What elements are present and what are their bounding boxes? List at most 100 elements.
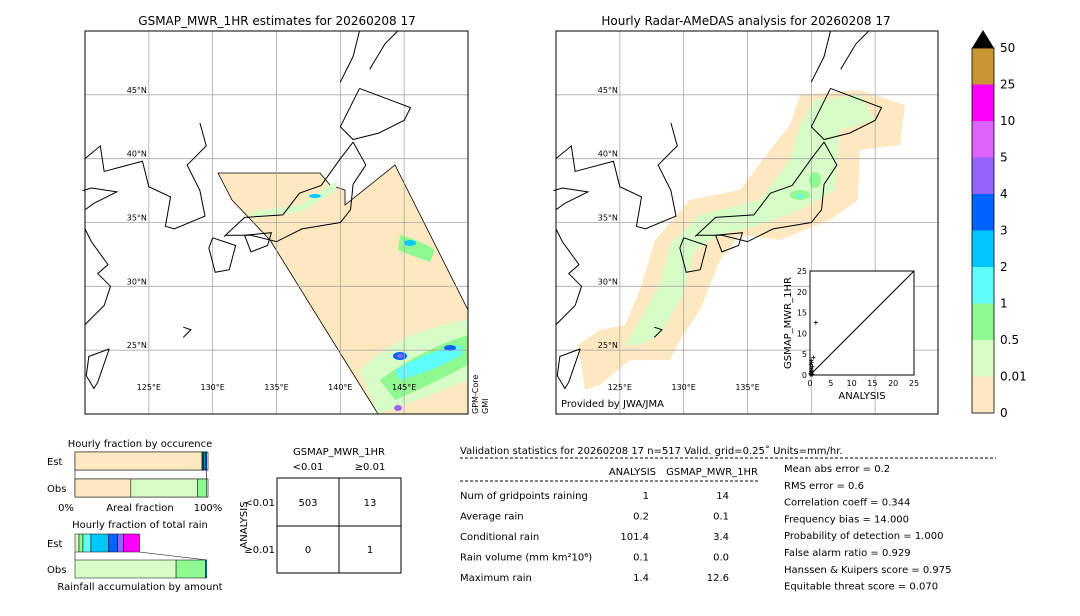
coastline [339,87,412,141]
lon-tick-label: 130°E [672,383,696,392]
stats-row-label: Average rain [460,512,524,523]
lat-tick-label: 35°N [598,214,618,223]
coastline [555,228,583,325]
bar-row-label: Est [47,539,63,550]
coastline [82,187,119,211]
cell-hit-none: 503 [298,498,317,509]
row-header-lt: <0.01 [244,498,275,509]
cell-hit: 1 [367,545,373,556]
coastline [223,141,367,243]
colorbar-segment [972,303,994,340]
stats-header: Validation statistics for 20260208 17 n=… [460,445,843,457]
coastline [84,228,112,325]
bar-segment [205,451,207,471]
bar-segment [74,478,132,498]
colorbar-label: 10 [1000,114,1015,128]
stats-analysis-value: 101.4 [620,532,649,543]
bar-row-label: Obs [47,565,66,576]
scatter-ytick: 0 [802,371,807,380]
coastline [653,326,663,338]
rain-fraction-chart: Hourly fraction of total rain Est Obs Rai… [47,520,223,593]
stats-gsmap-value: 0.1 [713,512,729,523]
colorbar-label: 4 [1000,187,1008,201]
stats-col-analysis: ANALYSIS [609,467,656,478]
bar-row-label: Obs [47,484,66,495]
bar-segment [74,533,80,553]
validation-stats: Validation statistics for 20260208 17 n=… [460,445,996,593]
radar-map-title: Hourly Radar-AMeDAS analysis for 2026020… [601,14,890,28]
row-header-ge: ≥0.01 [244,545,275,556]
colorbar-label: 3 [1000,224,1008,238]
bar-segment [90,533,109,553]
coastline [555,122,678,230]
score-line: Mean abs error = 0.2 [784,464,890,475]
cell-false-alarm: 13 [364,498,377,509]
colorbar-segment [972,194,994,231]
stats-analysis-value: 0.2 [633,512,649,523]
coastline [208,237,237,273]
lon-tick-label: 135°E [264,383,288,392]
radar-coastlines [553,30,883,390]
scatter-point [808,373,813,377]
stats-analysis-value: 1.4 [633,573,649,584]
coastline [694,141,838,243]
data-credit: Provided by JWA/JMA [561,399,664,410]
gsmap-gridlines: 125°E 130°E 135°E 140°E 145°E 45°N 40°N 35°N 30°… [85,31,468,414]
rain-fraction-title: Hourly fraction of total rain [72,520,208,531]
scatter-xtick: 0 [807,379,812,388]
coastline [553,187,590,211]
occurrence-title: Hourly fraction by occurence [68,439,212,450]
bar-segment [78,533,84,553]
coastline [244,232,273,253]
stats-gsmap-value: 12.6 [707,573,729,584]
colorbar-segment [972,121,994,158]
lat-tick-label: 45°N [598,86,618,95]
one-to-one-line [809,270,915,376]
gsmap-map-panel: GSMAP_MWR_1HR estimates for 20260208 17 … [82,14,490,415]
scatter-point [809,366,814,371]
scatter-point [809,358,814,363]
lon-tick-label: 145°E [392,383,416,392]
colorbar-label: 50 [1000,41,1015,55]
coastline [182,326,192,338]
col-header-lt: <0.01 [293,462,324,473]
gsmap-coastlines [82,30,412,390]
coastline [556,348,581,390]
coastline [810,87,883,141]
score-line: Correlation coeff = 0.344 [784,498,910,509]
lon-tick-label: 130°E [201,383,225,392]
bar-segment [197,478,207,498]
scatter-inset: 00 5 5 10 10 15 15 20 20 25 25 ANALYSIS GSMAP_MWR_… [783,267,919,402]
colorbar-label: 0.5 [1000,333,1019,347]
lon-tick-label: 140°E [328,383,352,392]
bar-segment [123,533,140,553]
lat-tick-label: 25°N [127,341,147,350]
scatter-xtick: 20 [888,379,898,388]
scatter-xlabel: ANALYSIS [838,391,885,402]
stats-row-label: Rain volume (mm km²10⁶) [460,553,592,564]
colorbar-segment [972,376,994,413]
radar-moderate-rain [809,172,821,188]
bar-row-label: Est [47,457,63,468]
stats-analysis-value: 0.1 [633,553,649,564]
score-line: RMS error = 0.6 [784,481,864,492]
bar-segment [205,559,207,579]
lat-tick-label: 25°N [598,341,618,350]
coastline [369,30,399,70]
occurrence-xlabel: Areal fraction [106,503,173,514]
score-line: Hanssen & Kuipers score = 0.975 [784,565,951,576]
colorbar-extend-arrow [972,30,994,48]
colorbar-segment [972,230,994,267]
row-axis-label: ANALYSIS [239,501,250,548]
radar-map-panel: Hourly Radar-AMeDAS analysis for 2026020… [553,14,939,415]
coastline [715,232,744,253]
stats-col-gsmap: GSMAP_MWR_1HR [666,467,758,478]
satellite-label-line2: GMI [481,399,490,414]
scatter-ytick: 25 [797,267,807,276]
coastline [84,122,207,230]
bar-segment [82,533,92,553]
rain-fraction-xlabel: Rainfall accumulation by amount [57,582,222,593]
lat-tick-label: 40°N [127,150,147,159]
occurrence-fraction-chart: Hourly fraction by occurence Est Obs 0% A… [47,439,222,514]
